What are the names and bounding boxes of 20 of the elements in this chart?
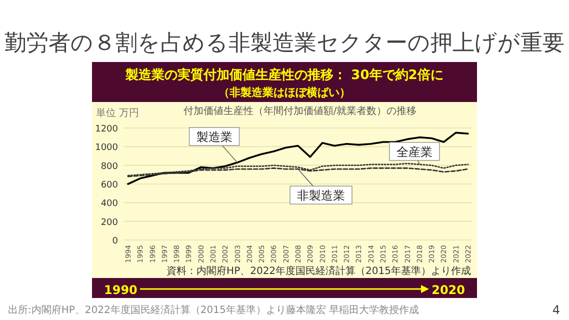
text: 付加価値生産性（年間付加価値額/就業者数）の推移 (183, 105, 417, 117)
y-tick-label: 1000 (95, 143, 118, 154)
y-tick-label: 0 (112, 236, 118, 246)
y-tick-label: 800 (100, 162, 118, 172)
text: 2020 (432, 283, 465, 297)
y-tick-label: 400 (100, 199, 118, 210)
series-label: 全産業 (396, 144, 432, 159)
text: 出所:内閣府HP、2022年度国民経済計算（2015年基準）より藤本隆宏 早稲田大学教授作成 (8, 304, 419, 316)
y-axis-title: 単位 万円 (96, 107, 140, 119)
y-tick-label: 200 (100, 218, 118, 228)
y-tick-label: 1200 (95, 124, 118, 134)
chart-subtitle: 製造業の実質付加価値生産性の推移： 30年で約2倍に (124, 67, 444, 83)
y-tick-label: 600 (100, 180, 118, 190)
text: 1990 (104, 283, 138, 297)
chart-title: 勤労者の８割を占める非製造業セクターの押上げが重要 (4, 31, 564, 56)
text: （非製造業はほぼ横ばい） (218, 86, 350, 99)
text: 4 (552, 303, 560, 317)
series-label: 非製造業 (297, 188, 345, 203)
series-label: 製造業 (196, 130, 232, 144)
text: 資料：内閣府HP、2022年度国民経済計算（2015年基準）より作成 (166, 265, 471, 277)
